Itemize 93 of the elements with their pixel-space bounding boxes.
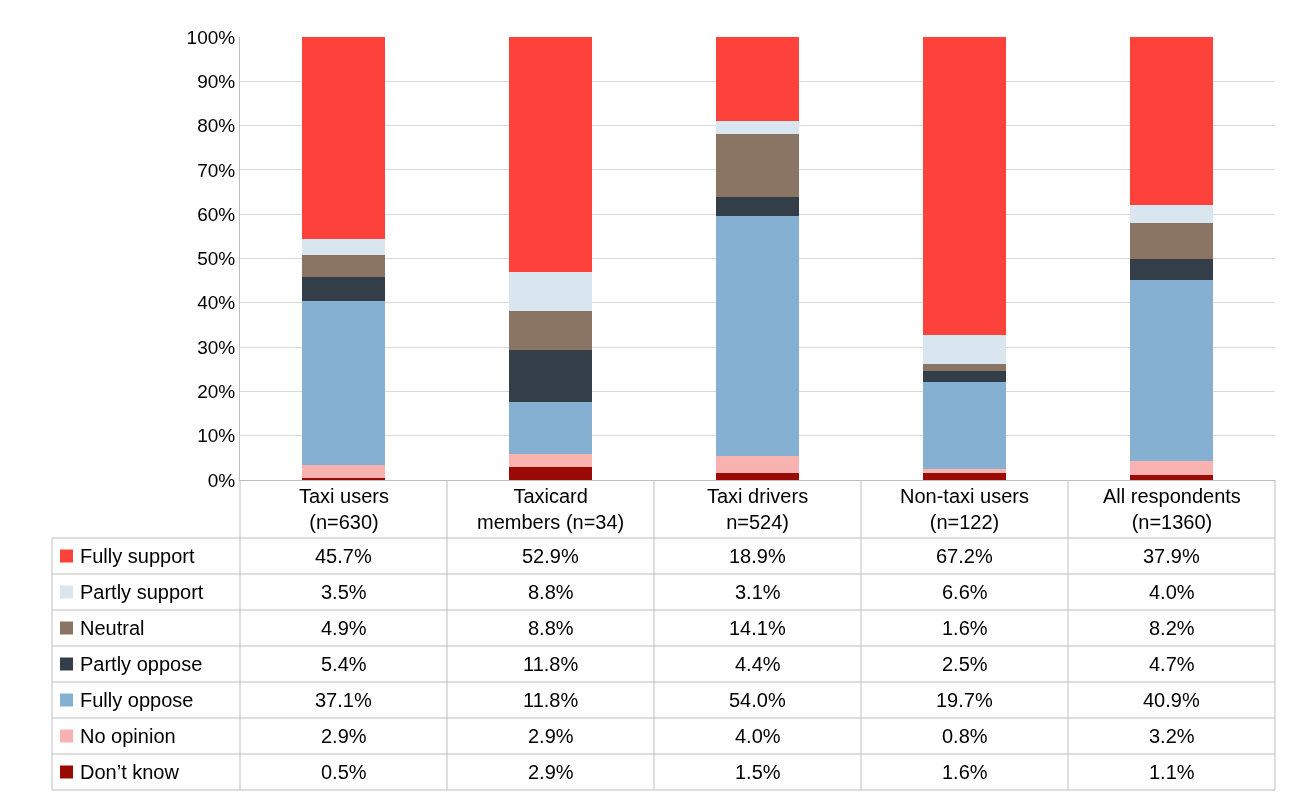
data-label: 1.1% xyxy=(1149,761,1195,783)
legend-label: Fully oppose xyxy=(80,689,194,711)
x-tick-label: Taxi drivers n=524) xyxy=(707,485,809,533)
data-label: 4.4% xyxy=(735,653,781,675)
data-label: 45.7% xyxy=(315,545,372,567)
data-label: 1.6% xyxy=(942,761,988,783)
bar xyxy=(716,134,799,197)
y-tick-label: 60% xyxy=(197,203,236,225)
data-label: 4.0% xyxy=(1149,581,1195,603)
bar xyxy=(923,37,1006,335)
x-tick-label: All respondents (n=1360) xyxy=(1103,485,1241,533)
data-label: 11.8% xyxy=(523,653,579,675)
bar xyxy=(1130,258,1213,280)
bar xyxy=(1130,37,1213,205)
data-label: 67.2% xyxy=(936,545,993,567)
bar xyxy=(302,37,385,240)
legend-label: Neutral xyxy=(80,617,145,639)
y-tick-label: 50% xyxy=(197,248,236,270)
bar xyxy=(509,454,592,468)
bar xyxy=(509,402,592,455)
data-label: 4.9% xyxy=(321,617,367,639)
data-label: 5.4% xyxy=(321,653,367,675)
legend-label: Partly support xyxy=(80,581,204,603)
data-label: 3.1% xyxy=(735,581,781,603)
bar xyxy=(302,464,385,478)
data-label: 0.5% xyxy=(321,761,367,783)
data-label: 3.2% xyxy=(1149,725,1195,747)
data-label: 1.6% xyxy=(942,617,988,639)
data-label: 8.8% xyxy=(528,617,574,639)
y-tick-label: 70% xyxy=(197,159,236,181)
bar xyxy=(716,120,799,135)
y-tick-label: 30% xyxy=(197,336,236,358)
bar xyxy=(302,276,385,301)
y-tick-label: 90% xyxy=(197,70,236,92)
data-label: 40.9% xyxy=(1143,689,1200,711)
bar xyxy=(1130,222,1213,259)
bar xyxy=(509,349,592,403)
bar xyxy=(302,477,385,480)
data-label: 2.5% xyxy=(942,653,988,675)
data-label: 8.2% xyxy=(1149,617,1195,639)
legend-label: Partly oppose xyxy=(80,653,203,675)
data-label: 4.0% xyxy=(735,725,781,747)
bar xyxy=(716,455,799,474)
bar xyxy=(1130,204,1213,223)
data-label: 1.5% xyxy=(735,761,781,783)
x-tick-label: Taxicard members (n=34) xyxy=(477,485,625,533)
data-label: 54.0% xyxy=(729,689,786,711)
bar xyxy=(923,363,1006,372)
bar xyxy=(923,382,1006,470)
data-label: 2.9% xyxy=(321,725,367,747)
bar xyxy=(509,37,592,272)
bar xyxy=(923,371,1006,383)
y-tick-label: 20% xyxy=(197,381,236,403)
legend-label: Fully support xyxy=(80,545,195,567)
data-label: 6.6% xyxy=(942,581,988,603)
bar xyxy=(923,472,1006,480)
x-tick-label: Taxi users (n=630) xyxy=(299,485,390,533)
data-label: 8.8% xyxy=(528,581,574,603)
data-label: 37.1% xyxy=(315,689,372,711)
bar xyxy=(509,467,592,480)
data-label: 0.8% xyxy=(942,725,988,747)
data-label: 3.5% xyxy=(321,581,367,603)
bar xyxy=(1130,460,1213,476)
bar xyxy=(1130,475,1213,480)
data-label: 4.7% xyxy=(1149,653,1195,675)
bar xyxy=(1130,279,1213,461)
data-label: 19.7% xyxy=(936,689,993,711)
x-tick-label: Non-taxi users (n=122) xyxy=(900,485,1029,533)
bar xyxy=(716,216,799,456)
bar xyxy=(923,334,1006,364)
data-label: 11.8% xyxy=(523,689,579,711)
data-label: 18.9% xyxy=(729,545,786,567)
y-tick-label: 100% xyxy=(186,26,236,48)
bar xyxy=(509,271,592,311)
data-label: 52.9% xyxy=(522,545,579,567)
bar xyxy=(509,310,592,350)
data-label: 14.1% xyxy=(729,617,786,639)
y-tick-label: 40% xyxy=(197,292,236,314)
bar xyxy=(923,469,1006,473)
bar xyxy=(302,239,385,255)
bar xyxy=(716,473,799,480)
y-tick-label: 0% xyxy=(207,469,236,491)
y-tick-label: 10% xyxy=(197,425,236,447)
bar xyxy=(302,300,385,465)
bar xyxy=(716,37,799,121)
legend-label: No opinion xyxy=(80,725,176,747)
legend-label: Don’t know xyxy=(80,761,180,783)
data-label: 2.9% xyxy=(528,761,574,783)
data-label: 2.9% xyxy=(528,725,574,747)
y-tick-label: 80% xyxy=(197,115,236,137)
data-label: 37.9% xyxy=(1143,545,1200,567)
bar xyxy=(716,196,799,217)
bar xyxy=(302,254,385,277)
